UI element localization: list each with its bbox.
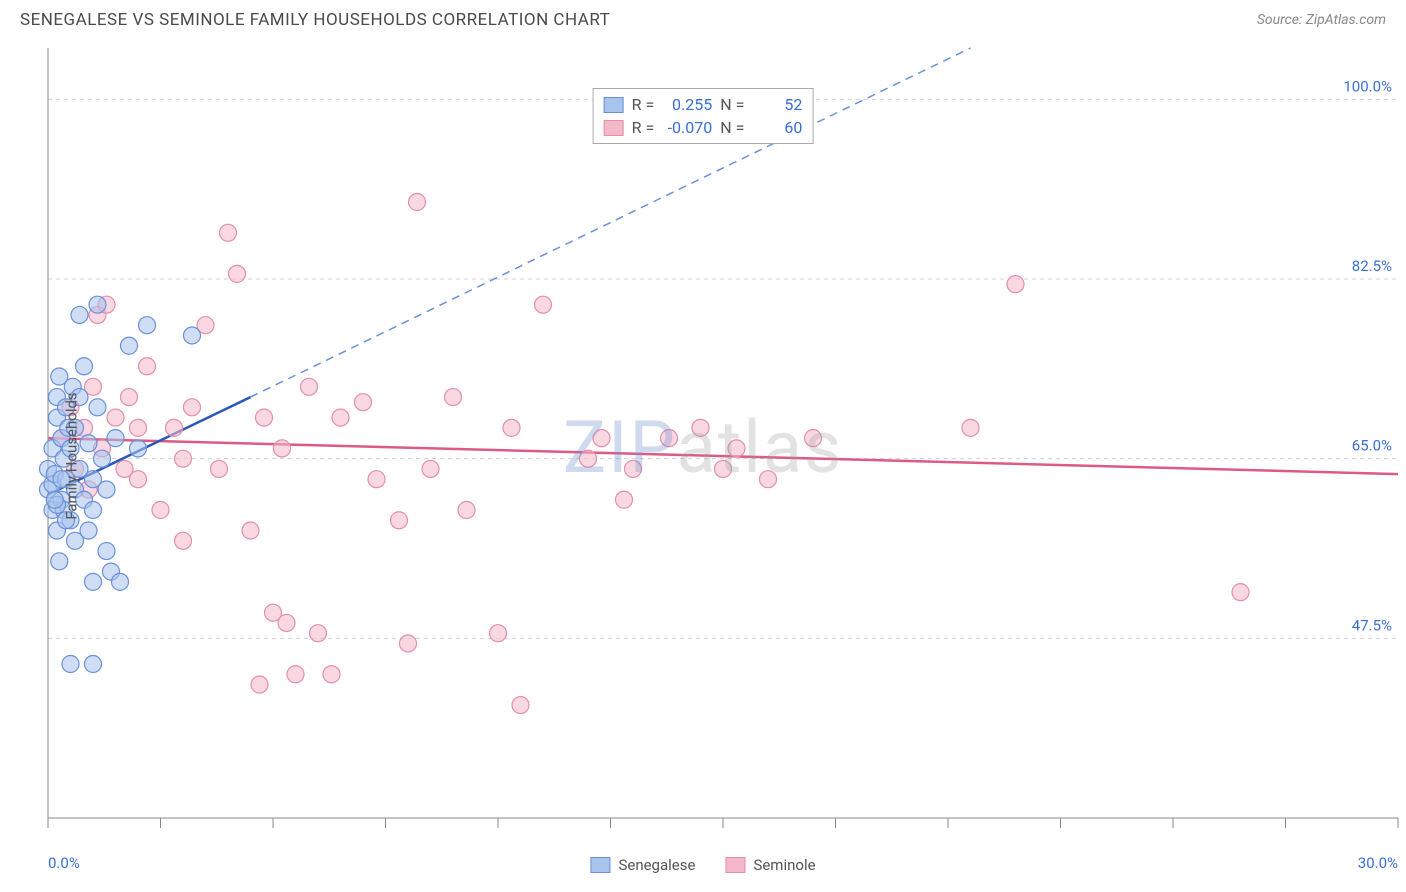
n-label: N = xyxy=(720,118,744,137)
y-gridline-label: 65.0% xyxy=(1352,437,1392,455)
r-label: R = xyxy=(632,95,655,114)
n-label: N = xyxy=(720,95,744,114)
y-axis-label: Family Households xyxy=(63,392,81,519)
bottom-legend: Senegalese Seminole xyxy=(590,856,815,874)
legend-item-seminole: Seminole xyxy=(725,856,815,874)
stats-legend: R = 0.255 N = 52 R = -0.070 N = 60 xyxy=(593,88,814,144)
r-label: R = xyxy=(632,118,655,137)
swatch-senegalese-icon xyxy=(590,857,610,873)
swatch-senegalese-icon xyxy=(604,97,624,113)
chart-area: Family Households 47.5%65.0%82.5%100.0% … xyxy=(0,36,1406,876)
y-gridline-label: 47.5% xyxy=(1352,616,1392,634)
chart-title: SENEGALESE VS SEMINOLE FAMILY HOUSEHOLDS… xyxy=(20,10,610,30)
legend-label: Seminole xyxy=(753,856,815,874)
x-axis-max-label: 30.0% xyxy=(1358,854,1398,872)
y-gridline-label: 82.5% xyxy=(1352,257,1392,275)
r-value-senegalese: 0.255 xyxy=(662,95,712,114)
swatch-seminole-icon xyxy=(725,857,745,873)
x-axis-min-label: 0.0% xyxy=(48,854,80,872)
n-value-seminole: 60 xyxy=(752,118,802,137)
stats-row-senegalese: R = 0.255 N = 52 xyxy=(604,93,803,116)
y-gridline-label: 100.0% xyxy=(1343,77,1392,95)
source-label: Source: ZipAtlas.com xyxy=(1257,12,1386,28)
legend-label: Senegalese xyxy=(618,856,695,874)
r-value-seminole: -0.070 xyxy=(662,118,712,137)
scatter-chart-svg: 47.5% 65.0% 82.5% 100.0% xyxy=(0,36,1406,876)
legend-item-senegalese: Senegalese xyxy=(590,856,695,874)
n-value-senegalese: 52 xyxy=(752,95,802,114)
stats-row-seminole: R = -0.070 N = 60 xyxy=(604,116,803,139)
swatch-seminole-icon xyxy=(604,120,624,136)
